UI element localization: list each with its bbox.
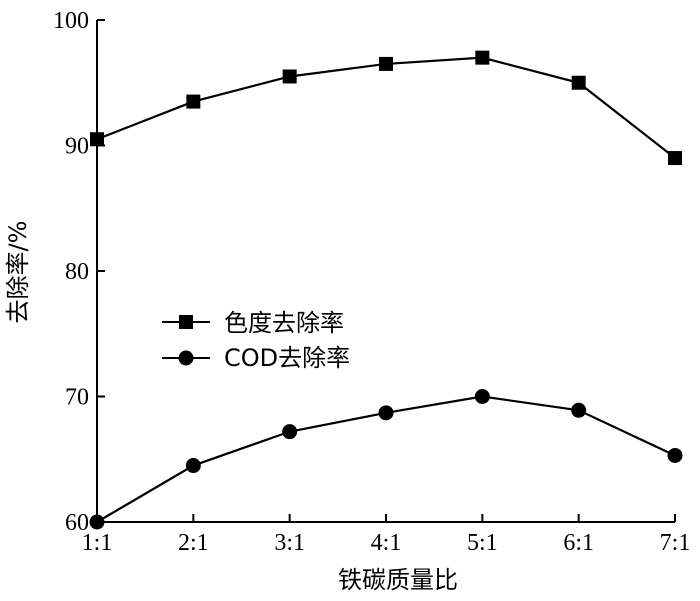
data-point-square [668, 151, 682, 166]
data-point-square [186, 94, 201, 109]
x-tick-label: 2:1 [178, 530, 209, 556]
data-point-square [379, 56, 393, 71]
x-tick-label: 6:1 [563, 530, 594, 556]
legend-marker-circle [178, 350, 194, 366]
x-tick-label: 3:1 [274, 530, 305, 556]
y-tick-label: 60 [65, 510, 89, 536]
legend-marker-square [179, 315, 193, 329]
data-point-circle [571, 402, 587, 418]
y-tick-label: 90 [65, 134, 89, 160]
y-ticks: 60 70 80 90 100 [53, 8, 105, 536]
x-tick-label: 1:1 [82, 530, 113, 556]
data-point-circle [282, 424, 298, 440]
data-point-circle [89, 514, 105, 530]
series-1 [89, 389, 683, 530]
series-layer [89, 50, 683, 530]
data-point-square [475, 50, 490, 65]
legend-item-color: 色度去除率 [162, 309, 344, 337]
data-point-circle [667, 447, 683, 463]
data-point-square [571, 75, 586, 90]
data-point-circle [474, 389, 490, 404]
y-axis-title: 去除率/% [4, 221, 32, 324]
data-point-square [90, 132, 104, 147]
data-point-circle [185, 458, 201, 474]
x-tick-label: 5:1 [467, 530, 498, 556]
x-ticks: 1:1 2:1 3:1 4:1 5:1 6:1 7:1 [82, 514, 691, 556]
x-tick-label: 7:1 [660, 530, 691, 556]
x-tick-label: 4:1 [371, 530, 402, 556]
y-tick-label: 100 [53, 8, 89, 34]
y-tick-label: 70 [65, 385, 89, 411]
x-axis-title: 铁碳质量比 [338, 566, 458, 594]
legend-item-cod: COD去除率 [162, 344, 350, 372]
data-point-circle [378, 405, 394, 421]
axes: 60 70 80 90 100 1:1 2:1 3:1 4:1 5:1 6:1 7:1 [53, 8, 690, 556]
legend: 色度去除率 COD去除率 [162, 309, 350, 372]
series-0 [90, 50, 682, 166]
legend-label-cod: COD去除率 [224, 344, 350, 372]
legend-label-color: 色度去除率 [224, 309, 344, 337]
y-tick-label: 80 [65, 259, 89, 285]
series-line-0 [96, 56, 676, 159]
data-point-square [282, 69, 297, 84]
